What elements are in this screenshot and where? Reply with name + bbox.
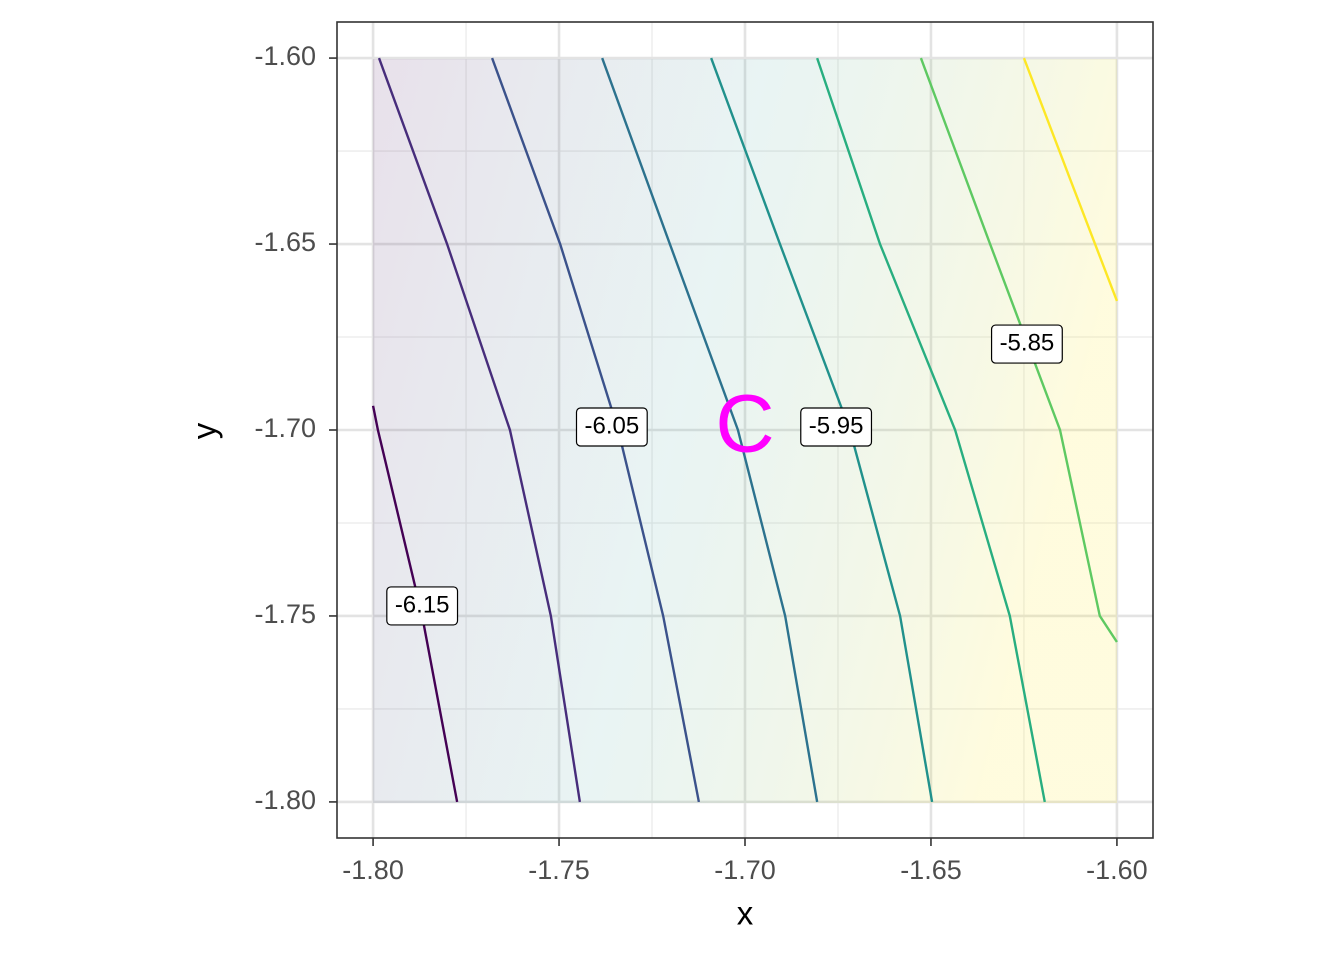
y-tick-label: -1.75	[254, 599, 316, 629]
x-tick-label: -1.70	[714, 855, 776, 885]
annotations: -6.15 -6.05 -5.95 -5.85 C	[386, 324, 1063, 626]
contour-label: -5.95	[809, 412, 864, 439]
x-axis-title: x	[737, 895, 754, 932]
x-tick-label: -1.80	[342, 855, 404, 885]
contour-label-box	[386, 586, 459, 626]
y-tick-label: -1.70	[254, 413, 316, 443]
contour-label: -5.85	[1000, 329, 1055, 356]
contour-line	[601, 57, 819, 803]
y-tick-label: -1.60	[254, 41, 316, 71]
contour-line	[377, 57, 582, 803]
contour-label-box	[575, 407, 648, 447]
contours	[371, 57, 1119, 803]
contour-line	[1022, 57, 1119, 302]
contour-label-box	[800, 407, 873, 447]
contour-label: -6.05	[584, 412, 639, 439]
x-tick-label: -1.75	[528, 855, 590, 885]
contour-line	[371, 405, 459, 803]
x-tick-label: -1.60	[1086, 855, 1148, 885]
y-tick-label: -1.65	[254, 227, 316, 257]
y-tick-label: -1.80	[254, 785, 316, 815]
fill-surface	[373, 59, 1117, 803]
x-tick-label: -1.65	[900, 855, 962, 885]
contour-label: -6.15	[395, 591, 450, 618]
marker-label: C	[715, 379, 774, 470]
contour-line	[816, 57, 1046, 803]
contour-line	[919, 57, 1118, 643]
contour-label-box	[990, 324, 1063, 364]
axes: -1.80 -1.75 -1.70 -1.65 -1.60 -1.80 -1.75 -1.70…	[254, 41, 1147, 885]
y-axis-title: y	[186, 422, 223, 439]
